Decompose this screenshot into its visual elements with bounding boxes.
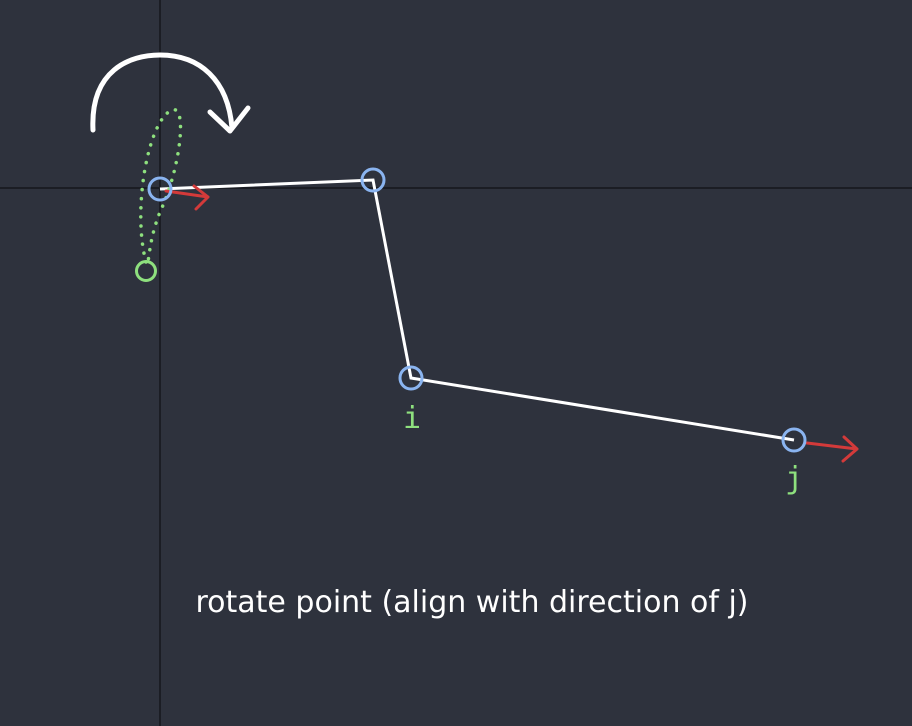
label-i: i: [403, 401, 421, 436]
joint-root: [147, 176, 173, 202]
label-j: j: [785, 461, 803, 496]
root-direction-arrow-icon: [164, 184, 210, 211]
joint-j: [781, 427, 807, 453]
rotated-point: [135, 260, 157, 282]
rotate-arrow-icon: [90, 52, 235, 133]
joint-2: [360, 167, 386, 193]
rotation-path-dotted: [139, 108, 183, 264]
joint-chain: [159, 178, 795, 442]
caption: rotate point (align with direction of j): [195, 585, 748, 620]
rotate-arrowhead: [207, 105, 251, 134]
joint-i: [398, 365, 424, 391]
j-direction-arrow-icon: [805, 435, 859, 463]
